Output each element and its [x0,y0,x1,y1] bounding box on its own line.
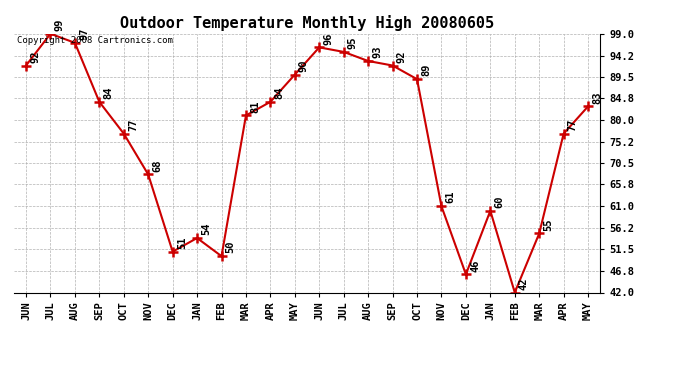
Text: 90: 90 [299,59,309,72]
Text: 89: 89 [421,64,431,76]
Text: 95: 95 [348,37,358,49]
Title: Outdoor Temperature Monthly High 20080605: Outdoor Temperature Monthly High 2008060… [120,15,494,31]
Text: 99: 99 [55,18,65,31]
Text: 84: 84 [275,87,284,99]
Text: 92: 92 [30,50,40,63]
Text: 54: 54 [201,223,211,235]
Text: 60: 60 [495,195,504,208]
Text: 51: 51 [177,236,187,249]
Text: 92: 92 [397,50,406,63]
Text: 68: 68 [152,159,162,172]
Text: 84: 84 [104,87,113,99]
Text: 46: 46 [470,259,480,272]
Text: 96: 96 [324,32,333,45]
Text: 97: 97 [79,27,89,40]
Text: 50: 50 [226,241,236,254]
Text: Copyright 2008 Cartronics.com: Copyright 2008 Cartronics.com [17,36,172,45]
Text: 61: 61 [446,191,455,204]
Text: 42: 42 [519,277,529,290]
Text: 83: 83 [592,91,602,104]
Text: 93: 93 [373,46,382,58]
Text: 81: 81 [250,100,260,112]
Text: 77: 77 [568,118,578,131]
Text: 55: 55 [543,218,553,231]
Text: 77: 77 [128,118,138,131]
